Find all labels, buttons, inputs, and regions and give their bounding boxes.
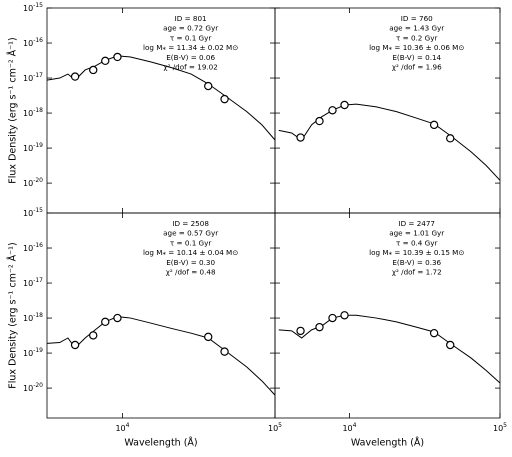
annotation: E(B-V) = 0.14 bbox=[392, 53, 441, 62]
photometry-point bbox=[446, 340, 455, 350]
photometry-point bbox=[340, 100, 349, 110]
annotation: χ² /dof = 19.02 bbox=[163, 63, 217, 72]
photometry-point bbox=[70, 72, 80, 81]
y-axis-label: Flux Density (erg s⁻¹ cm⁻² Å⁻¹) bbox=[7, 37, 19, 183]
photometry-point bbox=[89, 331, 98, 340]
photometry-point bbox=[220, 347, 229, 356]
photometry-point bbox=[204, 332, 213, 342]
annotation: age = 1.43 Gyr bbox=[389, 24, 444, 33]
y-tick-label: 10-18 bbox=[23, 107, 43, 118]
annotation: ID = 2477 bbox=[398, 219, 435, 228]
model-spectrum bbox=[278, 103, 501, 181]
y-tick-label: 10-16 bbox=[23, 37, 43, 48]
y-tick-label: 10-20 bbox=[23, 382, 43, 393]
photometry-point bbox=[89, 65, 98, 75]
photometry-point bbox=[220, 94, 229, 104]
y-tick-label: 10-19 bbox=[23, 142, 43, 153]
panel-frame bbox=[274, 7, 501, 214]
panel-frame bbox=[46, 212, 276, 419]
x-tick-label: 104 bbox=[115, 422, 129, 433]
x-axis-label: Wavelength (Å) bbox=[124, 437, 197, 449]
annotation: τ = 0.4 Gyr bbox=[396, 238, 437, 247]
annotation: χ² /dof = 0.48 bbox=[166, 268, 216, 277]
annotation: age = 0.72 Gyr bbox=[163, 24, 218, 33]
annotation: log M⁎ = 10.36 ± 0.06 M⊙ bbox=[369, 43, 464, 52]
panel-frame bbox=[274, 212, 501, 419]
annotation: τ = 0.2 Gyr bbox=[396, 33, 437, 42]
annotation: log M⁎ = 10.14 ± 0.04 M⊙ bbox=[143, 248, 238, 257]
photometry-point bbox=[70, 340, 80, 350]
annotation: age = 0.57 Gyr bbox=[163, 229, 218, 238]
annotation: age = 1.01 Gyr bbox=[389, 229, 444, 238]
panel-frame bbox=[46, 7, 276, 214]
photometry-point bbox=[315, 116, 324, 126]
annotation: log M⁎ = 11.34 ± 0.02 M⊙ bbox=[143, 43, 238, 52]
x-tick-label: 105 bbox=[493, 422, 507, 433]
annotation: E(B-V) = 0.36 bbox=[392, 258, 441, 267]
photometry-point bbox=[429, 328, 439, 338]
photometry-point bbox=[204, 81, 213, 91]
y-tick-label: 10-15 bbox=[23, 207, 43, 218]
y-tick-label: 10-19 bbox=[23, 347, 43, 358]
annotation: E(B-V) = 0.06 bbox=[166, 53, 215, 62]
x-axis-label: Wavelength (Å) bbox=[351, 437, 424, 449]
annotation: ID = 2508 bbox=[172, 219, 209, 228]
model-spectrum bbox=[278, 314, 501, 384]
y-tick-label: 10-20 bbox=[23, 177, 43, 188]
photometry-point bbox=[113, 52, 122, 62]
annotation: τ = 0.1 Gyr bbox=[170, 33, 211, 42]
y-tick-label: 10-18 bbox=[23, 312, 43, 323]
model-spectrum bbox=[46, 316, 276, 396]
annotation: χ² /dof = 1.72 bbox=[392, 268, 442, 277]
annotation: τ = 0.1 Gyr bbox=[170, 238, 211, 247]
annotation: E(B-V) = 0.30 bbox=[166, 258, 215, 267]
y-tick-label: 10-17 bbox=[23, 277, 43, 288]
photometry-point bbox=[446, 134, 455, 143]
x-tick-label: 105 bbox=[268, 422, 282, 433]
photometry-point bbox=[429, 120, 439, 130]
annotation: ID = 801 bbox=[175, 14, 207, 23]
photometry-point bbox=[315, 322, 324, 332]
y-tick-label: 10-15 bbox=[23, 2, 43, 13]
photometry-point bbox=[296, 133, 305, 142]
model-spectrum bbox=[46, 55, 276, 141]
photometry-point bbox=[340, 311, 349, 320]
y-tick-label: 10-16 bbox=[23, 242, 43, 253]
photometry-point bbox=[328, 106, 337, 115]
photometry-point bbox=[101, 56, 110, 66]
photometry-point bbox=[113, 313, 122, 323]
y-tick-label: 10-17 bbox=[23, 72, 43, 83]
annotation: ID = 760 bbox=[401, 14, 433, 23]
photometry-point bbox=[328, 313, 337, 323]
x-tick-label: 104 bbox=[342, 422, 356, 433]
annotation: log M⁎ = 10.39 ± 0.15 M⊙ bbox=[369, 248, 464, 257]
y-axis-label: Flux Density (erg s⁻¹ cm⁻² Å⁻¹) bbox=[7, 242, 19, 388]
photometry-point bbox=[101, 317, 110, 327]
photometry-point bbox=[296, 326, 305, 336]
annotation: χ² /dof = 1.96 bbox=[392, 63, 442, 72]
